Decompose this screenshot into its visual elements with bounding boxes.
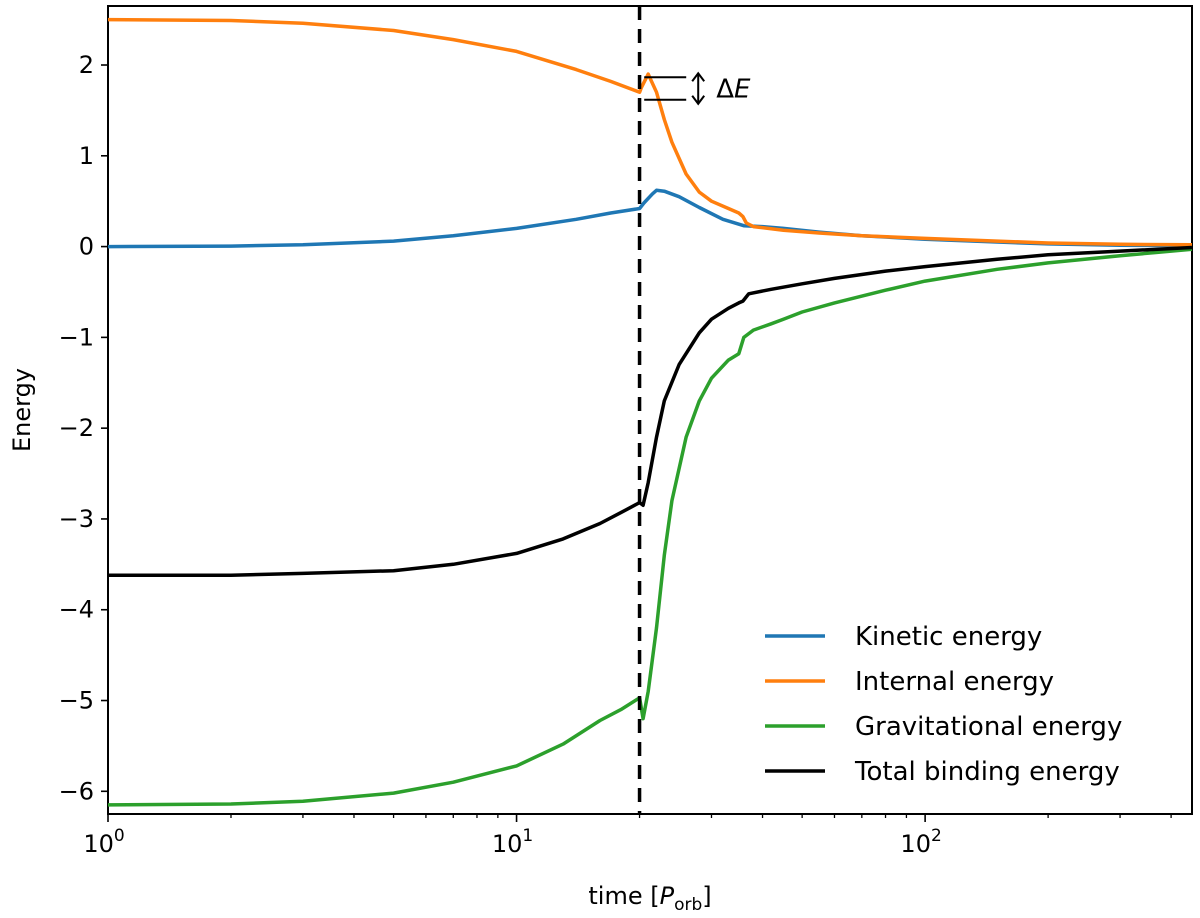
y-tick-label: −2 (59, 414, 94, 442)
legend-label: Gravitational energy (855, 712, 1122, 742)
legend-label: Kinetic energy (855, 622, 1042, 652)
arrowhead-down (691, 95, 706, 106)
arrowhead-up (691, 71, 706, 82)
y-tick-label: −4 (59, 596, 94, 624)
x-tick-label: 100 (83, 826, 124, 858)
x-axis-label: time [Porb] (588, 882, 711, 915)
legend-label: Internal energy (855, 667, 1054, 697)
y-tick-label: −3 (59, 505, 94, 533)
y-tick-label: 2 (79, 51, 94, 79)
delta-e-annotation: ΔE (644, 71, 751, 106)
series-line-total-binding-energy (108, 245, 1193, 577)
series-line-gravitational-energy (107, 247, 1193, 807)
x-tick-label: 102 (900, 826, 941, 858)
x-tick-label: 101 (492, 826, 533, 858)
y-tick-label: −1 (59, 323, 94, 351)
series-lines (107, 17, 1193, 807)
plot-frame (107, 5, 1193, 815)
legend-label: Total binding energy (854, 757, 1120, 787)
x-axis-ticks: 100 101 102 (83, 814, 1172, 858)
y-axis-ticks: 2 1 0 −1 −2 −3 −4 −5 −6 (59, 51, 108, 805)
delta-e-label: ΔE (716, 75, 751, 105)
series-line-kinetic-energy (107, 188, 1193, 249)
y-tick-label: 1 (79, 142, 94, 170)
y-axis-label: Energy (8, 368, 36, 452)
y-tick-label: −6 (59, 777, 94, 805)
legend: Kinetic energy Internal energy Gravitation… (765, 622, 1122, 787)
y-tick-label: −5 (59, 687, 94, 715)
series-line-internal-energy (107, 17, 1193, 247)
y-tick-label: 0 (79, 233, 94, 261)
